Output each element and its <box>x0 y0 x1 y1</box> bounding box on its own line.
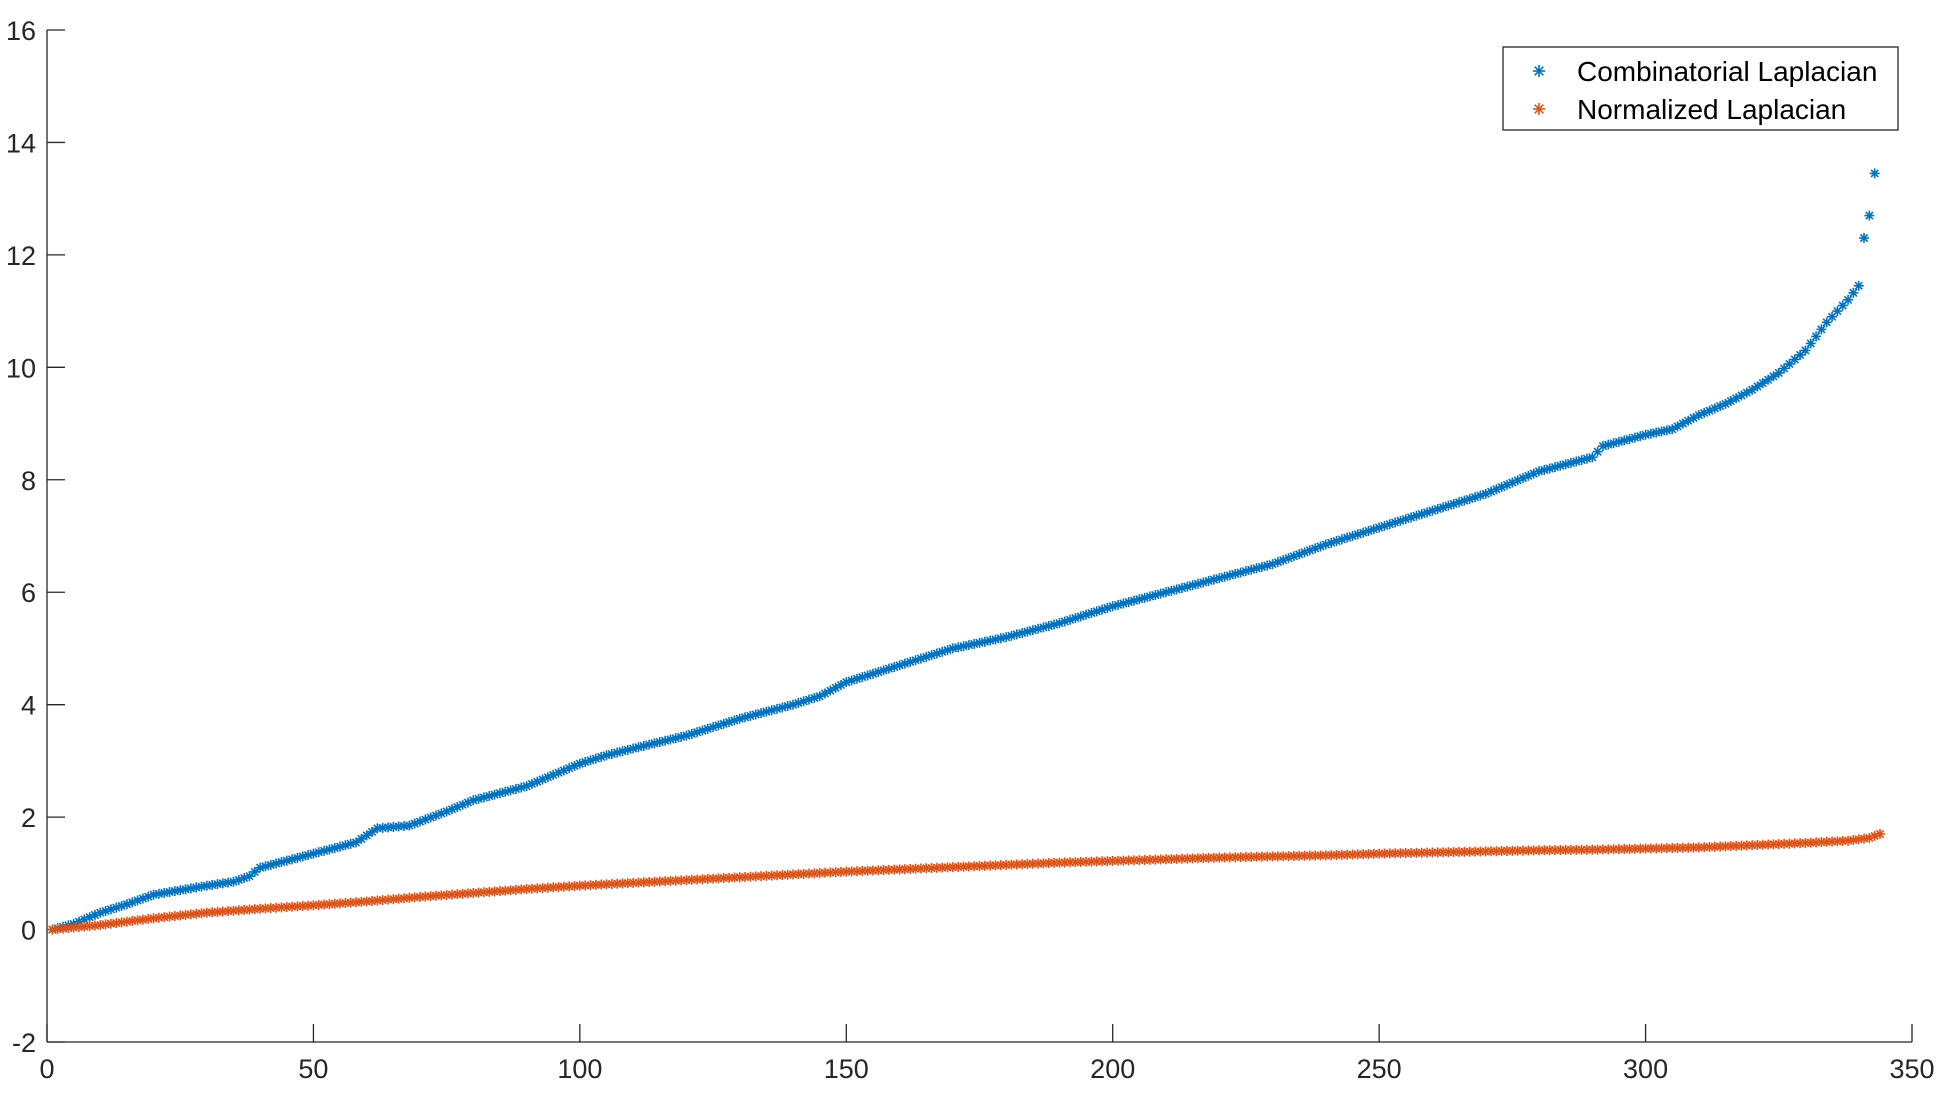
x-tick-label: 100 <box>557 1054 602 1084</box>
y-tick-label: 0 <box>21 916 36 946</box>
data-point <box>537 774 548 785</box>
legend-box <box>1502 46 1899 131</box>
data-point <box>1731 393 1742 404</box>
data-point <box>985 635 996 646</box>
series-layer <box>47 168 1886 935</box>
data-point <box>1816 324 1827 335</box>
x-tick-label: 250 <box>1357 1054 1402 1084</box>
data-point <box>351 837 362 848</box>
data-point <box>1800 345 1811 356</box>
data-point <box>100 906 111 917</box>
x-tick-label: 50 <box>298 1054 328 1084</box>
data-point <box>1779 363 1790 374</box>
y-tick-label: 16 <box>6 16 36 46</box>
data-point <box>1848 287 1859 298</box>
data-point <box>1741 387 1752 398</box>
y-tick-label: 12 <box>6 241 36 271</box>
x-tick-label: 350 <box>1889 1054 1934 1084</box>
legend-label: Normalized Laplacian <box>1577 94 1846 125</box>
legend-marker <box>1533 65 1545 77</box>
y-tick-label: 2 <box>21 803 36 833</box>
data-point <box>404 820 415 831</box>
data-point <box>1768 371 1779 382</box>
data-point <box>1283 553 1294 564</box>
data-point <box>271 858 282 869</box>
y-tick-label: 6 <box>21 578 36 608</box>
data-point <box>1315 541 1326 552</box>
x-tick-label: 150 <box>824 1054 869 1084</box>
data-point <box>361 830 372 841</box>
data-point <box>1805 338 1816 349</box>
data-point <box>367 826 378 837</box>
data-point <box>356 833 367 844</box>
data-point <box>1752 381 1763 392</box>
y-tick-label: 14 <box>6 128 36 158</box>
x-tick-label: 0 <box>39 1054 54 1084</box>
data-point <box>1795 349 1806 360</box>
legend-label: Combinatorial Laplacian <box>1577 56 1877 87</box>
data-point <box>1811 331 1822 342</box>
y-tick-label: 4 <box>21 691 36 721</box>
data-point <box>201 880 212 891</box>
data-point <box>1528 468 1539 479</box>
series-normalized-laplacian <box>47 828 1886 935</box>
data-point <box>1843 294 1854 305</box>
data-point <box>1747 384 1758 395</box>
series-combinatorial-laplacian <box>47 168 1880 935</box>
data-point <box>1853 280 1864 291</box>
data-point <box>1608 438 1619 449</box>
x-tick-label: 200 <box>1090 1054 1135 1084</box>
data-point <box>1869 168 1880 179</box>
data-point <box>207 879 218 890</box>
data-point <box>1001 632 1012 643</box>
data-point <box>761 706 772 717</box>
data-point <box>1757 378 1768 389</box>
data-point <box>1859 233 1870 244</box>
legend: Combinatorial Laplacian Normalized Laplac… <box>1502 46 1899 131</box>
x-tick-label: 300 <box>1623 1054 1668 1084</box>
data-point <box>452 801 463 812</box>
data-point <box>191 882 202 893</box>
data-point <box>1288 551 1299 562</box>
y-tick-label: 10 <box>6 353 36 383</box>
legend-marker <box>1533 103 1545 115</box>
data-point <box>1875 828 1886 839</box>
y-tick-label: 8 <box>21 466 36 496</box>
y-tick-label: -2 <box>12 1028 36 1058</box>
data-point <box>1864 210 1875 221</box>
data-point <box>681 730 692 741</box>
data-point <box>1763 374 1774 385</box>
data-point <box>1832 306 1843 317</box>
